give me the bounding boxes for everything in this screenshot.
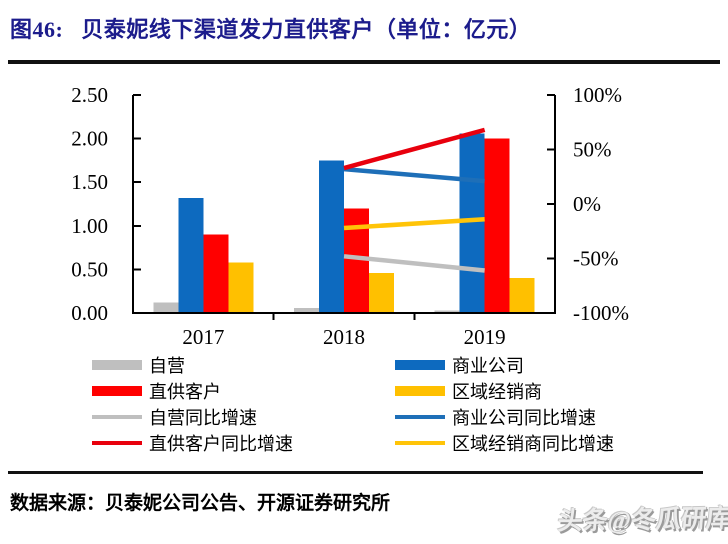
left-axis-label: 2.50 xyxy=(71,83,108,107)
legend-swatch-line xyxy=(92,415,142,419)
legend-label: 直供客户同比增速 xyxy=(149,434,293,454)
right-axis-label: 100% xyxy=(573,83,622,107)
legend-item-7: 区域经销商同比增速 xyxy=(395,430,614,456)
data-source: 数据来源：贝泰妮公司公告、开源证券研究所 xyxy=(10,493,391,514)
legend-item-3: 区域经销商 xyxy=(395,378,614,404)
legend-label: 商业公司 xyxy=(452,356,524,376)
left-axis-label: 1.50 xyxy=(71,170,108,194)
legend-item-0: 自营 xyxy=(92,352,395,378)
left-axis-label: 0.00 xyxy=(71,301,108,325)
line-商业公司同比增速 xyxy=(343,166,485,184)
watermark: 头条@冬瓜研库 xyxy=(556,505,728,536)
line-直供客户同比增速 xyxy=(343,127,486,171)
line-自营同比增速 xyxy=(343,254,485,273)
legend-item-6: 直供客户同比增速 xyxy=(92,430,395,456)
x-axis-label-2019: 2019 xyxy=(464,325,506,349)
figure-title: 图46: 贝泰妮线下渠道发力直供客户（单位：亿元） xyxy=(10,12,531,44)
legend-label: 区域经销商 xyxy=(452,382,542,402)
figure-number: 图46: xyxy=(10,17,64,42)
legend-swatch-line xyxy=(395,415,445,419)
bar-商业公司-2017 xyxy=(178,197,204,313)
right-axis-label: -100% xyxy=(573,301,629,325)
right-axis-label: 0% xyxy=(573,192,601,216)
right-axis-label: -50% xyxy=(573,247,619,271)
right-axis-label: 50% xyxy=(573,138,612,162)
bar-自营-2019 xyxy=(434,310,460,313)
bar-自营-2018 xyxy=(294,307,319,313)
bar-区域经销商-2019 xyxy=(509,278,535,313)
legend-item-1: 商业公司 xyxy=(395,352,614,378)
legend-swatch-line xyxy=(395,441,445,445)
left-axis-label: 2.00 xyxy=(71,127,108,151)
bar-直供客户-2019 xyxy=(484,138,510,313)
bar-商业公司-2018 xyxy=(319,160,344,313)
line-区域经销商同比增速 xyxy=(343,217,485,231)
left-axis-label: 1.00 xyxy=(71,214,108,238)
left-axis-label: 0.50 xyxy=(71,257,108,281)
legend-swatch-bar xyxy=(395,386,445,396)
bar-自营-2017 xyxy=(153,302,179,313)
chart-legend: 自营 商业公司直供客户 区域经销商自营同比增速 商业公司同比增速直供客户同比增速 区域经… xyxy=(92,352,614,456)
legend-label: 自营同比增速 xyxy=(149,408,257,428)
combo-chart: 0.00 0.50 1.00 1.50 2.00 2.50 -100% -50% 0% 50% 10… xyxy=(71,83,629,349)
legend-label: 自营 xyxy=(149,356,185,376)
legend-swatch-bar xyxy=(92,386,142,396)
legend-label: 直供客户 xyxy=(149,382,221,402)
bar-区域经销商-2017 xyxy=(228,262,254,313)
legend-item-5: 商业公司同比增速 xyxy=(395,404,614,430)
bar-商业公司-2019 xyxy=(459,133,485,313)
legend-label: 商业公司同比增速 xyxy=(452,408,596,428)
x-axis-label-2018: 2018 xyxy=(323,325,365,349)
legend-swatch-line xyxy=(92,441,142,445)
bar-区域经销商-2018 xyxy=(369,272,394,313)
footer-divider xyxy=(8,471,703,474)
legend-swatch-bar xyxy=(395,360,445,370)
title-divider xyxy=(8,60,720,64)
legend-label: 区域经销商同比增速 xyxy=(452,434,614,454)
bar-直供客户-2017 xyxy=(203,234,229,313)
legend-item-4: 自营同比增速 xyxy=(92,404,395,430)
x-axis-label-2017: 2017 xyxy=(182,325,224,349)
figure-caption: 贝泰妮线下渠道发力直供客户（单位：亿元） xyxy=(81,17,532,42)
legend-swatch-bar xyxy=(92,360,142,370)
legend-item-2: 直供客户 xyxy=(92,378,395,404)
